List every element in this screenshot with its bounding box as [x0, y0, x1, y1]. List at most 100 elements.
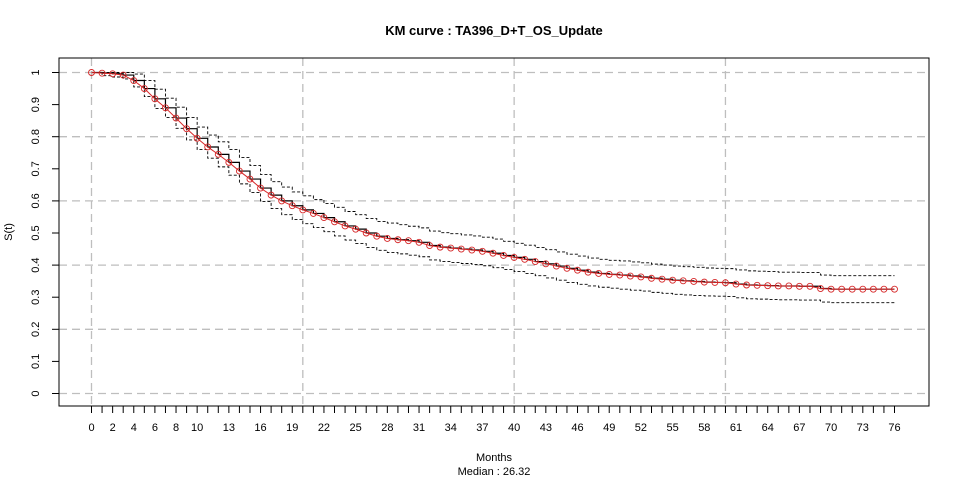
survival-point [214, 150, 222, 158]
survival-point [595, 269, 603, 277]
survival-points [88, 69, 898, 293]
survival-point [880, 285, 888, 293]
lower-ci-line [91, 72, 895, 304]
survival-point [309, 209, 317, 217]
survival-point [373, 232, 381, 240]
survival-point [130, 77, 138, 84]
y-tick-label: 0.6 [30, 193, 42, 208]
survival-point [478, 247, 486, 255]
survival-point [98, 69, 106, 77]
x-tick-label: 76 [888, 422, 900, 434]
survival-point [140, 85, 148, 93]
y-tick-label: 1 [30, 69, 42, 75]
survival-point [405, 237, 412, 245]
x-tick-label: 37 [476, 422, 488, 434]
survival-point [162, 104, 169, 112]
grid-lines [59, 58, 929, 406]
survival-point [109, 70, 117, 78]
y-tick-label: 0.9 [30, 97, 42, 112]
survival-point-line [91, 72, 895, 290]
y-tick-label: 0.7 [30, 161, 42, 176]
survival-point [299, 206, 307, 214]
survival-point [510, 253, 518, 261]
y-axis-label: S(t) [3, 223, 15, 241]
x-tick-label: 13 [223, 422, 235, 434]
x-tick-label: 73 [857, 422, 869, 434]
x-tick-label: 43 [540, 422, 552, 434]
survival-point [193, 134, 201, 142]
survival-point [605, 270, 613, 278]
survival-point [521, 255, 529, 263]
x-axis-label: Months [476, 452, 513, 464]
survival-point [626, 272, 634, 280]
survival-point [869, 285, 877, 293]
upper-ci-line [91, 72, 895, 277]
survival-point [669, 276, 677, 284]
survival-point [721, 279, 729, 287]
survival-point [235, 167, 243, 175]
survival-point [88, 69, 95, 76]
survival-point [859, 285, 867, 293]
survival-point [119, 71, 127, 79]
survival-point [848, 285, 856, 293]
x-tick-label: 31 [413, 422, 425, 434]
y-tick-label: 0.2 [30, 322, 42, 337]
x-tick-label: 61 [730, 422, 742, 434]
x-tick-label: 28 [381, 422, 393, 434]
survival-point [711, 278, 719, 286]
survival-point [827, 285, 835, 293]
x-tick-label: 52 [635, 422, 647, 434]
y-tick-label: 0.1 [30, 354, 42, 369]
y-tick-label: 0 [30, 390, 42, 396]
survival-point [257, 184, 265, 192]
survival-point [838, 285, 846, 293]
survival-point [690, 278, 698, 285]
x-tick-label: 0 [88, 422, 94, 434]
survival-point [288, 202, 296, 210]
survival-point [436, 243, 444, 251]
confidence-bands [91, 72, 895, 304]
x-tick-label: 49 [603, 422, 615, 434]
x-tick-label: 70 [825, 422, 837, 434]
survival-point [394, 236, 402, 244]
survival-point [320, 214, 328, 222]
survival-point [489, 249, 497, 257]
survival-curve [91, 71, 895, 290]
survival-point [278, 197, 286, 205]
survival-point [679, 277, 687, 285]
survival-point [542, 260, 550, 268]
survival-point [753, 281, 761, 289]
survival-point [891, 285, 898, 293]
survival-point [383, 235, 391, 242]
survival-point [352, 225, 360, 233]
y-tick-label: 0.4 [30, 257, 42, 272]
survival-point [584, 268, 592, 276]
survival-point [500, 252, 508, 259]
survival-point [817, 285, 824, 292]
median-label: Median : 26.32 [458, 466, 531, 478]
survival-point [743, 281, 751, 289]
x-tick-label: 58 [698, 422, 710, 434]
survival-point [531, 258, 539, 266]
y-tick-label: 0.3 [30, 290, 42, 305]
x-tick-label: 64 [762, 422, 774, 434]
survival-point [574, 266, 581, 274]
survival-point [151, 95, 159, 103]
x-tick-label: 67 [793, 422, 805, 434]
survival-point [552, 262, 560, 270]
x-tick-label: 25 [350, 422, 362, 434]
x-tick-label: 16 [254, 422, 266, 434]
survival-point [172, 114, 180, 122]
survival-point [225, 158, 233, 166]
survival-point [732, 280, 740, 288]
survival-estimate-line [91, 71, 895, 290]
x-tick-label: 8 [173, 422, 179, 434]
y-tick-label: 0.5 [30, 225, 42, 240]
survival-point [658, 275, 666, 283]
survival-point [183, 125, 191, 133]
x-tick-label: 55 [666, 422, 678, 434]
survival-point [267, 191, 275, 199]
survival-point [341, 222, 349, 230]
survival-point [362, 229, 370, 237]
